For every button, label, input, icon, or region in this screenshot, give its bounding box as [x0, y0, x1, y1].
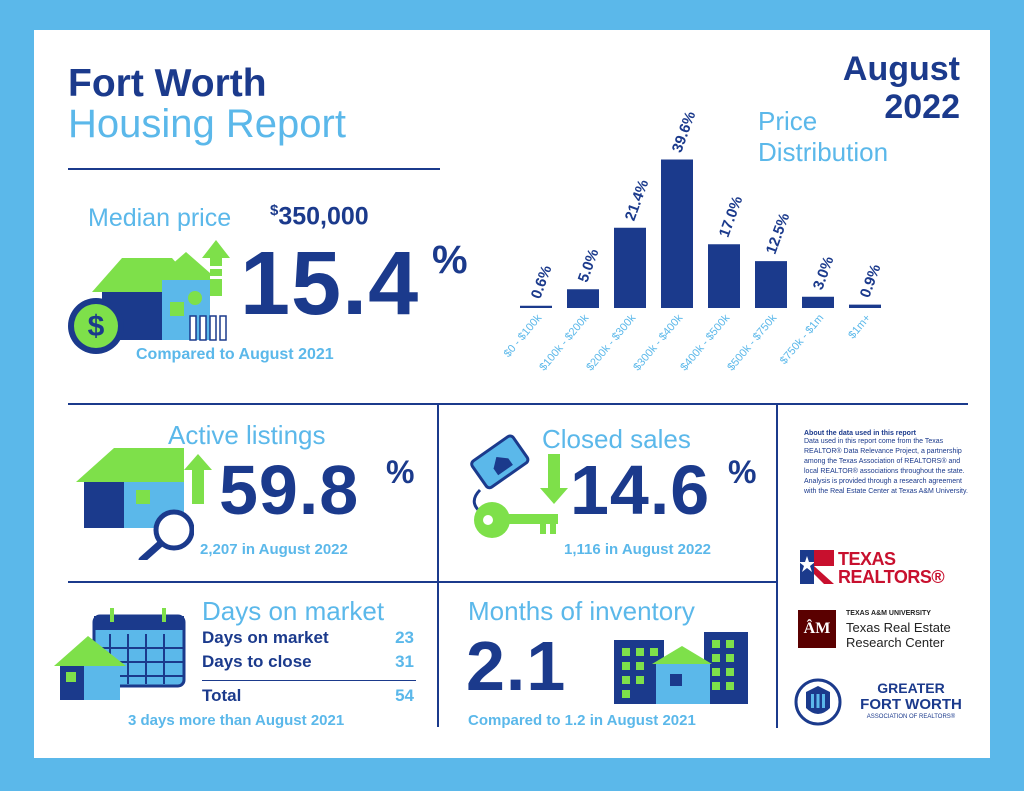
median-price-currency: $ — [270, 202, 279, 219]
price-bar-value-label: 12.5% — [763, 211, 794, 257]
report-title-city: Fort Worth — [68, 62, 267, 105]
gfw-shield-icon — [794, 678, 842, 726]
texas-realtors-logo: TEXAS REALTORS® — [798, 548, 968, 588]
price-distribution-label-line2: Distribution — [758, 137, 889, 167]
report-month: August 2022 — [794, 50, 960, 126]
median-price-change-percent: % — [432, 238, 468, 282]
median-price-compare: Compared to August 2021 — [136, 346, 334, 363]
divider-col1 — [437, 403, 439, 583]
price-bar-value-label: 3.0% — [810, 254, 838, 292]
closed-sales-change: 14.6 — [570, 451, 711, 529]
tamu-logo: ÂM TEXAS A&M UNIVERSITY Texas Real Estat… — [798, 610, 968, 654]
dom-row-value: 31 — [395, 652, 414, 671]
active-listings-title: Active listings — [168, 420, 326, 450]
divider-col2 — [776, 403, 778, 728]
price-bar-category-label: $300k - $400k — [631, 312, 685, 374]
price-bar-value-label: 17.0% — [716, 194, 747, 240]
dom-row-days-to-close: Days to close 31 — [202, 652, 422, 672]
price-bar-value-label: 0.6% — [528, 263, 556, 301]
median-price-label: Median price — [88, 204, 232, 232]
tamu-mark: ÂM — [798, 610, 836, 648]
price-bar-category-label: $100k - $200k — [537, 312, 591, 374]
price-distribution-chart: 0.6% $0 - $100k 5.0% $100k - $200k 21.4% $200… — [504, 109, 885, 374]
price-bar-category-label: $1m+ — [846, 312, 873, 341]
calendar-house-icon — [54, 608, 186, 700]
tamu-line1: Texas Real Estate — [846, 620, 951, 635]
divider-col1-lower — [437, 581, 439, 727]
tamu-line2: Research Center — [846, 635, 945, 650]
price-bar-value-label: 39.6% — [669, 109, 700, 155]
closed-sales-change-percent: % — [728, 454, 757, 490]
report-card: Fort Worth Housing Report August 2022 Pr… — [34, 30, 990, 758]
dom-total-label: Total — [202, 686, 242, 705]
price-bar-0 — [520, 305, 552, 308]
price-bar-2 — [614, 227, 646, 308]
dom-row-total: Total 54 — [202, 686, 422, 706]
days-on-market-compare: 3 days more than August 2021 — [128, 712, 345, 729]
price-distribution-label-line1: Price — [758, 106, 818, 136]
price-bar-3 — [661, 159, 693, 308]
gfw-line2: FORT WORTH — [860, 696, 962, 713]
about-data-block: About the data used in this report Data … — [804, 430, 972, 497]
texas-realtors-line2: REALTORS® — [838, 567, 945, 587]
inventory-title: Months of inventory — [468, 596, 695, 626]
report-month-name: August — [842, 50, 960, 88]
inventory-compare: Compared to 1.2 in August 2021 — [468, 712, 696, 729]
dom-total-value: 54 — [395, 686, 414, 705]
price-bar-category-label: $400k - $500k — [678, 312, 732, 374]
median-price-value: $350,000 — [270, 202, 369, 231]
price-bar-5 — [755, 261, 787, 308]
texas-flag-mark-icon — [799, 550, 834, 584]
price-bar-category-label: $200k - $300k — [584, 312, 638, 374]
price-bar-6 — [802, 296, 834, 308]
key-tag-icon — [470, 434, 558, 538]
dom-row-value: 23 — [395, 628, 414, 647]
price-bar-value-label: 5.0% — [575, 247, 603, 285]
report-title-subtitle: Housing Report — [68, 102, 346, 146]
divider-middle — [68, 403, 968, 405]
price-distribution-label: Price Distribution — [758, 106, 888, 168]
house-dollar-icon: $ — [68, 252, 227, 354]
median-price-change: 15.4 — [240, 234, 420, 334]
buildings-icon — [614, 632, 748, 704]
dom-total-divider — [202, 680, 416, 681]
closed-sales-detail: 1,116 in August 2022 — [564, 541, 712, 558]
arrow-up-icon — [202, 240, 230, 296]
active-listings-detail: 2,207 in August 2022 — [200, 541, 348, 558]
inventory-value: 2.1 — [466, 627, 567, 705]
about-text: Data used in this report come from the T… — [804, 438, 968, 495]
median-price-number: 350,000 — [278, 202, 369, 231]
svg-text:$: $ — [88, 310, 105, 343]
price-bar-category-label: $750k - $1m — [778, 312, 827, 367]
active-listings-change: 59.8 — [219, 451, 360, 529]
price-bar-4 — [708, 244, 740, 308]
arrow-up-icon — [184, 454, 212, 504]
price-bar-1 — [567, 289, 599, 308]
price-bar-value-label: 0.9% — [857, 262, 885, 300]
closed-sales-title: Closed sales — [542, 424, 691, 454]
price-bar-7 — [849, 304, 881, 308]
divider-lower — [68, 581, 778, 583]
days-on-market-title: Days on market — [202, 596, 385, 626]
about-heading: About the data used in this report — [804, 430, 917, 437]
dom-row-label: Days to close — [202, 652, 312, 671]
price-bar-category-label: $500k - $750k — [725, 312, 779, 374]
tamu-small-label: TEXAS A&M UNIVERSITY — [846, 610, 931, 617]
arrow-down-icon — [540, 454, 568, 504]
gfw-line3: ASSOCIATION OF REALTORS® — [866, 714, 956, 720]
texas-realtors-line1: TEXAS — [838, 549, 896, 569]
active-listings-change-percent: % — [386, 454, 415, 490]
dom-row-days-on-market: Days on market 23 — [202, 628, 422, 648]
price-bar-value-label: 21.4% — [622, 177, 653, 223]
gfw-line1: GREATER — [877, 680, 945, 696]
price-bar-category-label: $0 - $100k — [504, 312, 545, 360]
house-search-icon — [76, 448, 194, 560]
title-divider — [68, 168, 440, 170]
dom-row-label: Days on market — [202, 628, 329, 647]
gfw-association-logo: GREATER FORT WORTH ASSOCIATION OF REALTO… — [794, 676, 984, 728]
report-year: 2022 — [884, 88, 960, 126]
